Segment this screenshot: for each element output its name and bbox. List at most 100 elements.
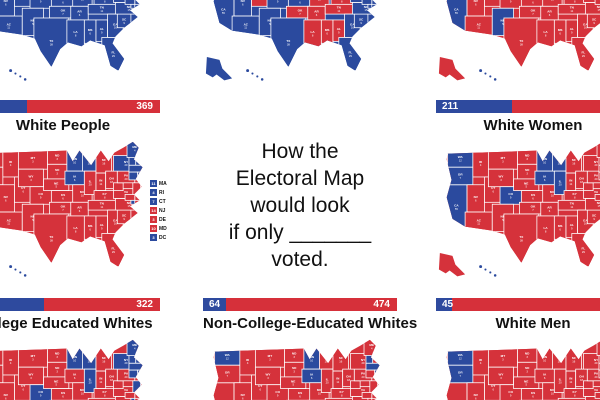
state-ev-label: 29 [595, 361, 599, 365]
state-label: KS [531, 391, 535, 395]
state-ev-label: 3 [526, 370, 528, 374]
state-AK [438, 56, 466, 81]
state-ev-label: 38 [287, 42, 291, 46]
state-ev-label: 3 [32, 357, 34, 361]
state-label: IA [543, 174, 547, 178]
state-ev-label: 18 [110, 378, 114, 382]
state-label: NE [54, 379, 58, 383]
state-label: ME [369, 343, 374, 347]
us-map-svg: CA55WA12OR7ID4NV6UT6AZ11MT3WY3CO9NM5ND3S… [438, 141, 600, 277]
state-ev-label: 6 [242, 396, 244, 400]
state-ev-label: 3 [500, 376, 502, 380]
state-label: SD [55, 168, 60, 172]
state-HI [489, 271, 492, 274]
state-label: OR [225, 371, 230, 375]
caption-line: would look [250, 194, 350, 217]
state-label: NY [361, 358, 366, 362]
state-WV [350, 380, 361, 389]
state-WA [0, 347, 4, 366]
state-ev-label: 9 [101, 31, 103, 35]
state-label: CA [454, 8, 459, 12]
state-label: AZ [7, 218, 11, 222]
panel-title-white-people: White People [15, 117, 111, 134]
state-MD [361, 392, 373, 399]
state-ev-label: 3 [500, 178, 502, 182]
state-ev-label: 6 [475, 396, 477, 400]
state-ev-label: 10 [558, 359, 562, 363]
state-ev-label: 5 [292, 383, 294, 387]
state-MD [124, 0, 136, 5]
state-WV [113, 182, 124, 191]
state-label: WI [324, 356, 328, 360]
state-label: LA [74, 30, 79, 34]
ev-bar-blue-segment [0, 298, 44, 311]
state-ev-label: 8 [104, 195, 106, 199]
state-UT [251, 0, 270, 7]
state-label: GA [113, 22, 118, 26]
state-label: NV [4, 195, 9, 199]
state-label: KS [531, 0, 535, 1]
state-label: MN [72, 157, 78, 161]
state-label: KS [531, 193, 535, 197]
state-label: WA [225, 353, 231, 357]
state-label: AL [570, 223, 574, 227]
state-HI [489, 75, 492, 78]
state-label: WY [265, 372, 271, 376]
state-ME [596, 141, 600, 158]
state-ev-label: 6 [544, 178, 546, 182]
legend-state-label: CT [159, 198, 166, 205]
ev-bar-white-men: 45 [436, 298, 600, 311]
legend-state-label: MD [159, 225, 167, 232]
legend-state-label: RI [159, 189, 164, 196]
panel-title-white-women: White Women [483, 117, 583, 134]
state-label: NY [124, 160, 129, 164]
state-label: ID [9, 358, 13, 362]
panel-title-college-educated-whites: College Educated Whites [0, 315, 153, 332]
state-ev-label: 20 [559, 381, 563, 385]
state-ev-label: 6 [559, 32, 561, 36]
state-label: OK [531, 205, 536, 209]
state-RI [137, 171, 143, 181]
state-ev-label: 10 [558, 161, 562, 165]
state-label: MI [102, 356, 106, 360]
us-map-svg: CA55WA12OR7ID4NV6UT6AZ11MT3WY3CO9NM5ND3S… [446, 339, 600, 400]
state-CA [213, 382, 235, 400]
state-ev-label: 6 [5, 396, 7, 400]
state-ev-label: 18 [347, 378, 351, 382]
state-ev-label: 10 [310, 358, 314, 362]
state-ev-label: 7 [62, 208, 64, 212]
state-WV [583, 380, 594, 389]
state-label: IA [73, 372, 77, 376]
state-ev-label: 18 [580, 378, 584, 382]
state-NY [583, 155, 600, 172]
state-ev-label: 8 [75, 33, 77, 37]
state-label: NM [501, 18, 506, 22]
state-ev-label: 3 [293, 370, 295, 374]
state-ev-label: 20 [362, 375, 366, 379]
state-label: SC [122, 213, 127, 217]
state-ev-label: 11 [7, 26, 10, 30]
state-label: ME [132, 145, 137, 149]
state-ev-label: 10 [81, 193, 85, 197]
state-label: OK [61, 9, 66, 13]
state-label: FL [112, 247, 116, 251]
state-ev-label: 55 [455, 11, 459, 15]
state-OR [0, 166, 4, 186]
state-ev-label: 29 [582, 250, 586, 254]
state-ev-label: 29 [125, 163, 129, 167]
ev-bar-blue-segment [436, 100, 513, 113]
state-ev-label: 10 [318, 0, 322, 1]
state-label: MN [309, 355, 315, 359]
legend-state-label: DC [159, 234, 167, 241]
caption-text: How the Electoral Map would look if only… [205, 138, 395, 273]
state-ev-label: 4 [247, 361, 249, 365]
state-label: LA [311, 30, 316, 34]
state-ev-label: 3 [502, 159, 504, 163]
state-ev-label: 11 [7, 222, 10, 226]
state-label: NY [594, 160, 599, 164]
state-RI [137, 369, 143, 379]
state-DE [371, 0, 378, 5]
state-DC [130, 199, 136, 205]
state-label: SD [55, 366, 60, 370]
panel-white-men: 45 White Men CA55WA12OR7ID4NV6UT6AZ11MT3… [436, 298, 600, 400]
